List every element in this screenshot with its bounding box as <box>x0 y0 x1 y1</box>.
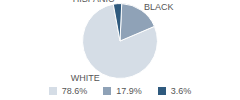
html-text:78.6%: 78.6% <box>61 86 88 96</box>
svg-text:WHITE: WHITE <box>71 73 100 82</box>
html-text:17.9%: 17.9% <box>116 86 142 96</box>
svg-text:HISPANIC: HISPANIC <box>73 0 115 4</box>
svg-text:BLACK: BLACK <box>144 2 174 12</box>
html-text:3.6%: 3.6% <box>170 86 192 96</box>
